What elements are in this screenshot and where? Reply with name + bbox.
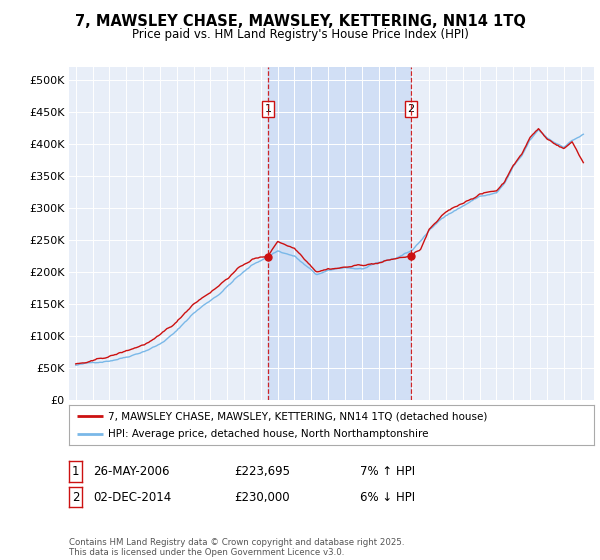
Text: 26-MAY-2006: 26-MAY-2006 (93, 465, 170, 478)
Text: 7% ↑ HPI: 7% ↑ HPI (360, 465, 415, 478)
Text: 6% ↓ HPI: 6% ↓ HPI (360, 491, 415, 504)
Text: 7, MAWSLEY CHASE, MAWSLEY, KETTERING, NN14 1TQ (detached house): 7, MAWSLEY CHASE, MAWSLEY, KETTERING, NN… (109, 411, 488, 421)
Text: HPI: Average price, detached house, North Northamptonshire: HPI: Average price, detached house, Nort… (109, 429, 429, 439)
Text: Contains HM Land Registry data © Crown copyright and database right 2025.
This d: Contains HM Land Registry data © Crown c… (69, 538, 404, 557)
Text: £223,695: £223,695 (234, 465, 290, 478)
Text: 2: 2 (72, 491, 79, 504)
Text: 1: 1 (72, 465, 79, 478)
Text: 2: 2 (407, 104, 415, 114)
Bar (268, 67, 411, 400)
Text: Price paid vs. HM Land Registry's House Price Index (HPI): Price paid vs. HM Land Registry's House … (131, 28, 469, 41)
Text: 7, MAWSLEY CHASE, MAWSLEY, KETTERING, NN14 1TQ: 7, MAWSLEY CHASE, MAWSLEY, KETTERING, NN… (74, 14, 526, 29)
Text: £230,000: £230,000 (234, 491, 290, 504)
Text: 1: 1 (265, 104, 271, 114)
Text: 02-DEC-2014: 02-DEC-2014 (93, 491, 171, 504)
